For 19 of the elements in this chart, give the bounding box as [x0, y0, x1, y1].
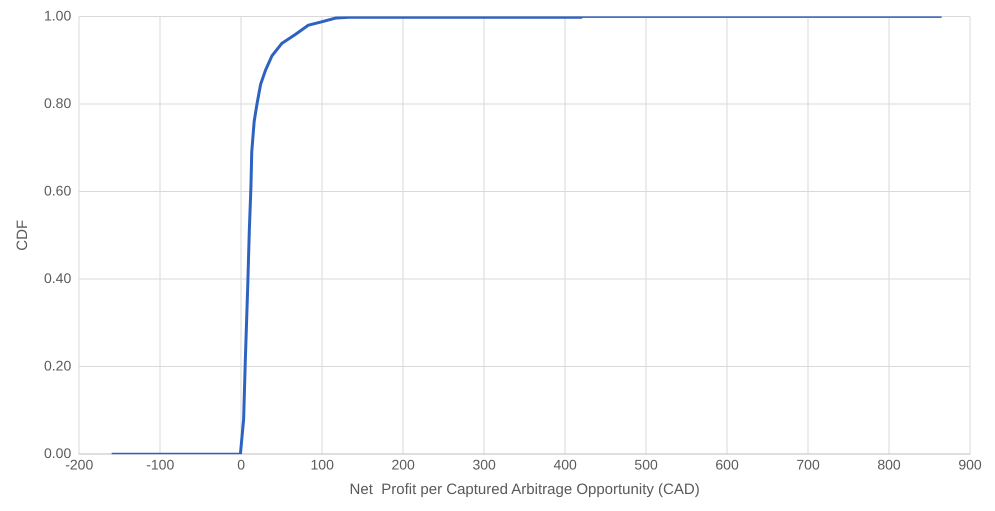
- x-tick-label: 100: [310, 456, 334, 472]
- x-tick-label: 700: [796, 456, 820, 472]
- x-tick-label: 200: [391, 456, 416, 472]
- x-tick-label: 800: [877, 456, 901, 472]
- x-tick-label: -100: [146, 456, 174, 472]
- y-tick-label: 0.40: [44, 270, 72, 286]
- x-tick-label: 600: [715, 456, 739, 472]
- x-tick-label: 0: [237, 456, 246, 472]
- y-tick-label: 0.60: [44, 182, 72, 198]
- y-tick-label: 1.00: [44, 7, 72, 24]
- y-tick-label: 0.20: [44, 358, 72, 374]
- x-tick-label: 500: [634, 456, 658, 472]
- y-tick-label: 0.00: [44, 445, 72, 462]
- x-tick-label: 900: [958, 456, 982, 472]
- y-tick-label: 0.80: [44, 94, 72, 111]
- x-tick-label: 400: [553, 456, 578, 472]
- y-axis-title: CDF: [14, 220, 32, 251]
- x-tick-label: 300: [472, 456, 496, 472]
- x-axis-title: Net Profit per Captured Arbitrage Opportunity (CAD): [350, 481, 700, 498]
